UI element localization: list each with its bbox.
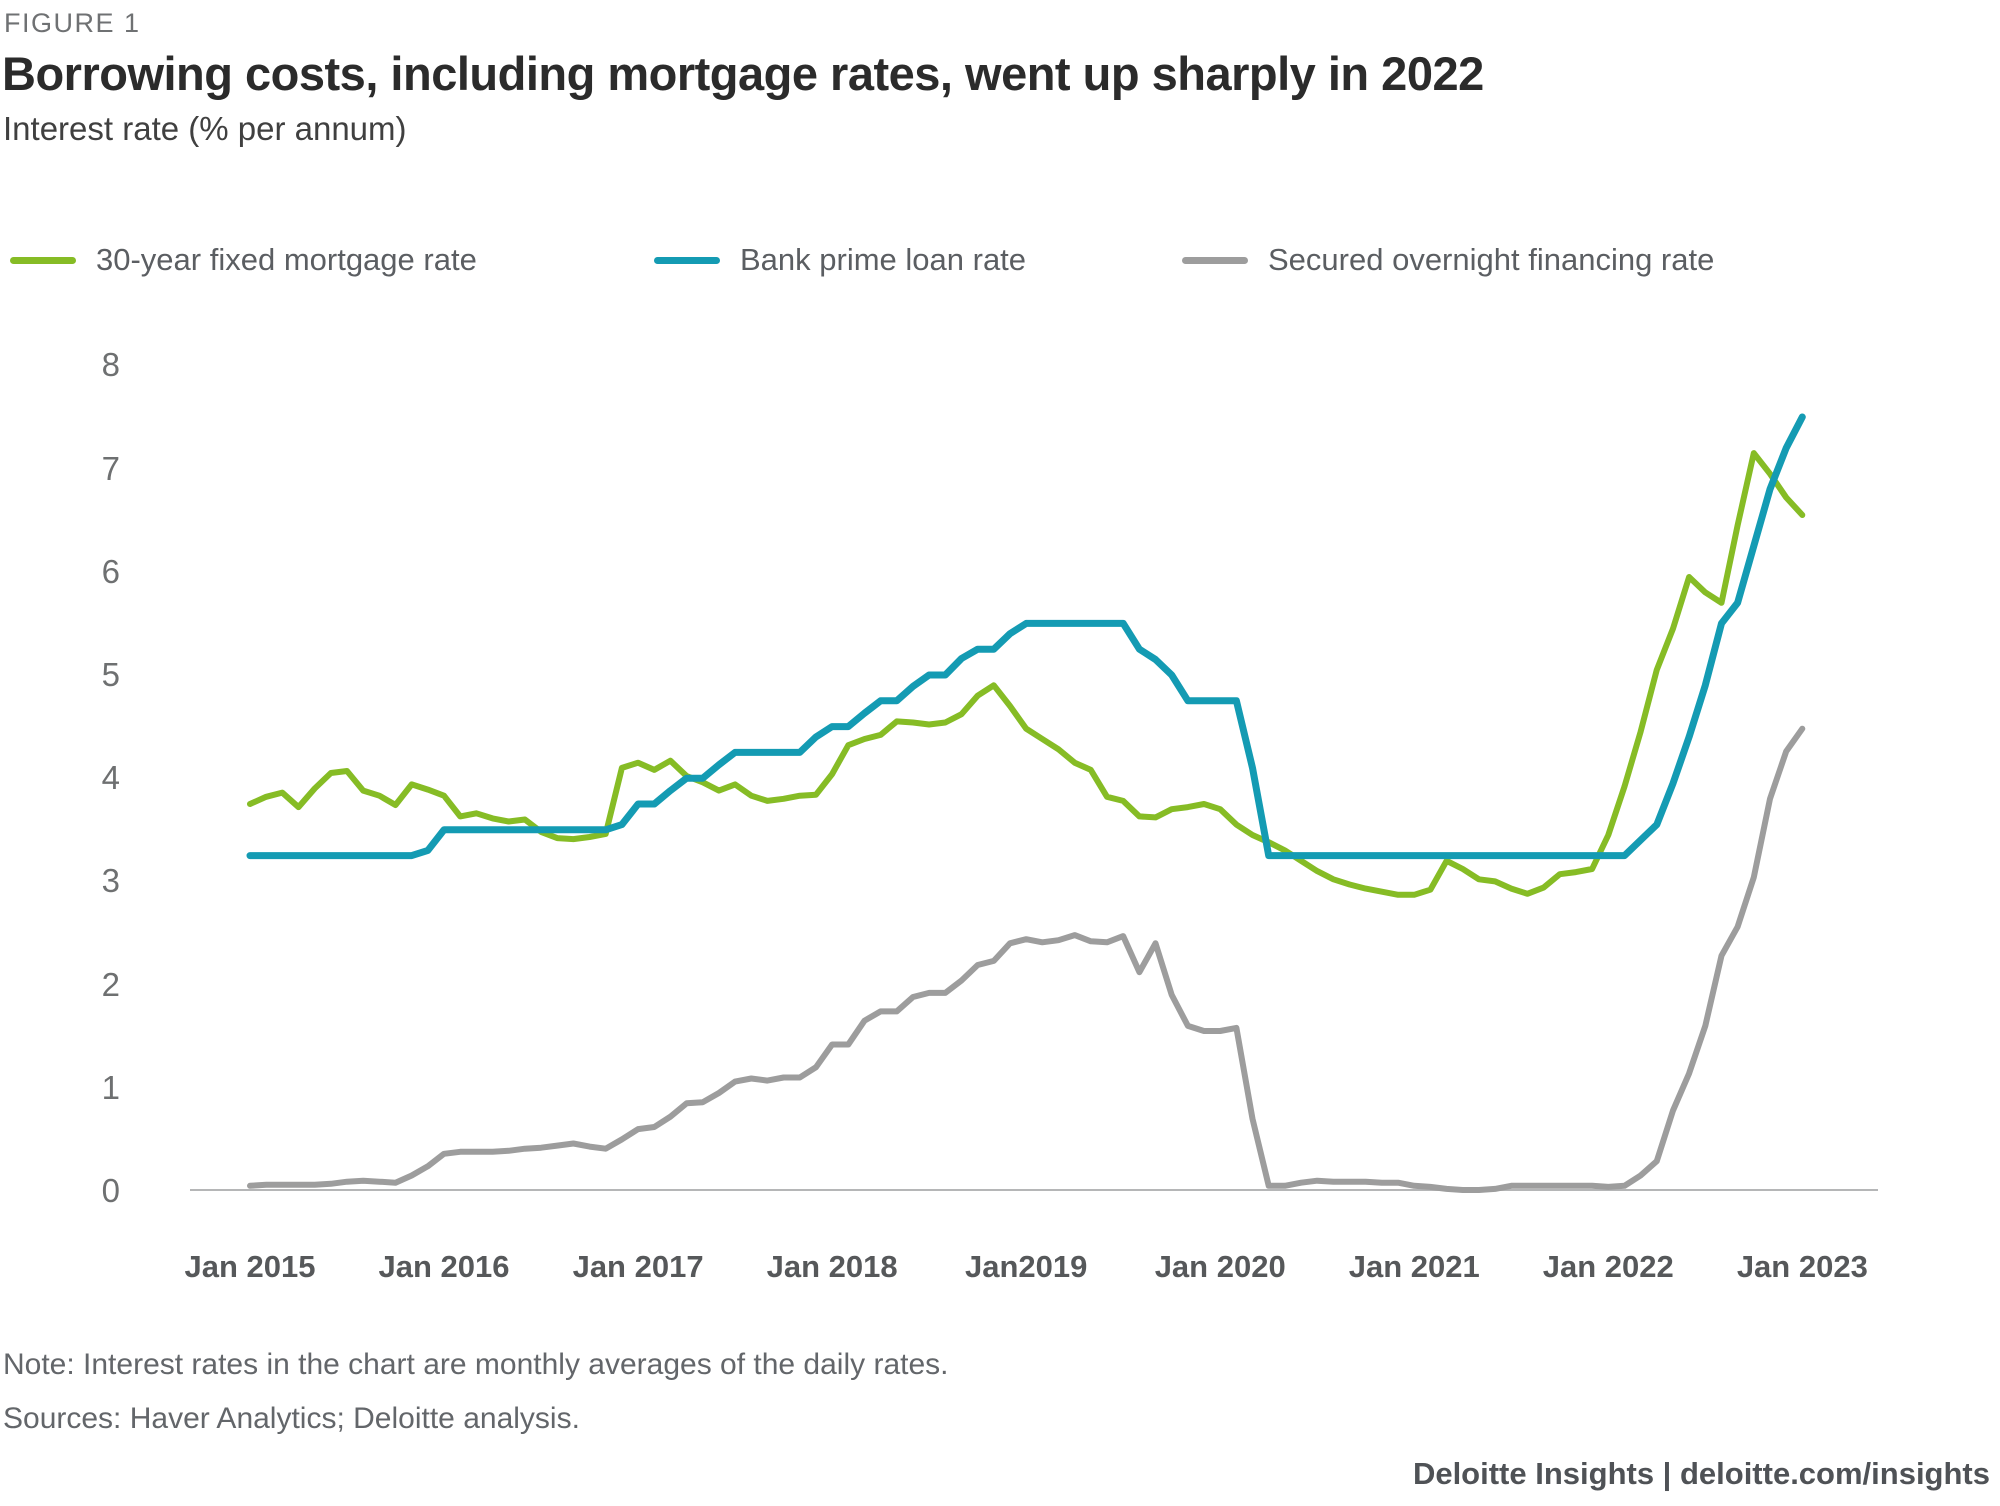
chart-subtitle-y-axis-units: Interest rate (% per annum) xyxy=(3,110,407,147)
chart-title: Borrowing costs, including mortgage rate… xyxy=(2,47,1484,100)
line-mortgage xyxy=(247,450,1806,898)
y-tick-label: 0 xyxy=(101,1172,120,1209)
legend-item-sofr: Secured overnight financing rate xyxy=(1182,240,1714,280)
x-tick-label: Jan2019 xyxy=(964,1249,1088,1284)
legend-label-prime: Bank prime loan rate xyxy=(740,242,1027,277)
x-tick-label: Jan 2023 xyxy=(1736,1249,1868,1284)
y-tick-label: 1 xyxy=(101,1068,120,1106)
x-tick-label: Jan 2022 xyxy=(1542,1249,1674,1284)
x-tick-label: Jan 2016 xyxy=(378,1249,510,1284)
legend-item-mortgage: 30-year fixed mortgage rate xyxy=(10,240,477,280)
y-tick-label: 6 xyxy=(101,552,120,590)
x-tick-label: Jan 2015 xyxy=(184,1249,316,1284)
prime-line-swatch-icon xyxy=(654,256,720,264)
y-tick-label: 3 xyxy=(101,862,120,900)
x-tick-label: Jan 2020 xyxy=(1154,1249,1286,1284)
deloitte-insights-footer: Deloitte Insights | deloitte.com/insight… xyxy=(1412,1456,1990,1491)
legend: 30-year fixed mortgage rate Bank prime l… xyxy=(0,240,2000,280)
y-tick-label: 2 xyxy=(101,965,120,1003)
x-tick-label: Jan 2018 xyxy=(766,1249,898,1284)
mortgage-line-swatch-icon xyxy=(10,256,76,264)
y-tick-label: 8 xyxy=(101,346,120,384)
legend-item-prime: Bank prime loan rate xyxy=(654,240,1026,280)
sofr-line-swatch-icon xyxy=(1182,256,1248,264)
sources-text: Sources: Haver Analytics; Deloitte analy… xyxy=(3,1402,580,1435)
x-tick-label: Jan 2021 xyxy=(1348,1249,1480,1284)
y-tick-label: 5 xyxy=(101,656,120,693)
legend-label-sofr: Secured overnight financing rate xyxy=(1268,242,1715,277)
legend-label-mortgage: 30-year fixed mortgage rate xyxy=(96,242,477,277)
x-tick-label: Jan 2017 xyxy=(572,1249,704,1284)
y-tick-label: 4 xyxy=(101,759,120,797)
note-text: Note: Interest rates in the chart are mo… xyxy=(3,1348,949,1381)
line-sofr xyxy=(247,725,1806,1193)
line-prime xyxy=(246,413,1806,860)
y-tick-label: 7 xyxy=(101,449,120,487)
figure-number-label: FIGURE 1 xyxy=(4,8,141,38)
